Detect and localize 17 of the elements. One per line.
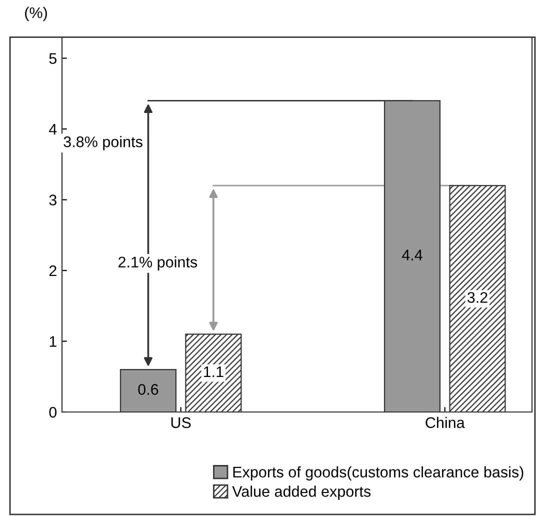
x-tick-label: China: [426, 416, 465, 428]
y-tick-label: 0: [49, 406, 57, 418]
y-axis-title: (%): [25, 6, 47, 22]
data-label: 3.2: [467, 292, 488, 303]
y-tick-label: 4: [48, 124, 57, 135]
legend-label: Exports of goods(customs clearance basis): [233, 466, 524, 481]
x-tick-label: US: [171, 417, 191, 428]
y-tick-label: 2: [49, 265, 56, 276]
data-label: 4.4: [402, 250, 422, 260]
data-label: 0.6: [138, 384, 158, 395]
annotation: 3.8% points: [64, 136, 142, 150]
y-tick-label: 3: [49, 194, 56, 206]
annotation: 2.1% points: [118, 256, 198, 271]
legend-label: Value added exports: [232, 486, 371, 500]
data-label: 1.1: [204, 366, 224, 378]
y-tick-label: 5: [49, 53, 56, 64]
y-tick-label: 1: [50, 336, 56, 347]
